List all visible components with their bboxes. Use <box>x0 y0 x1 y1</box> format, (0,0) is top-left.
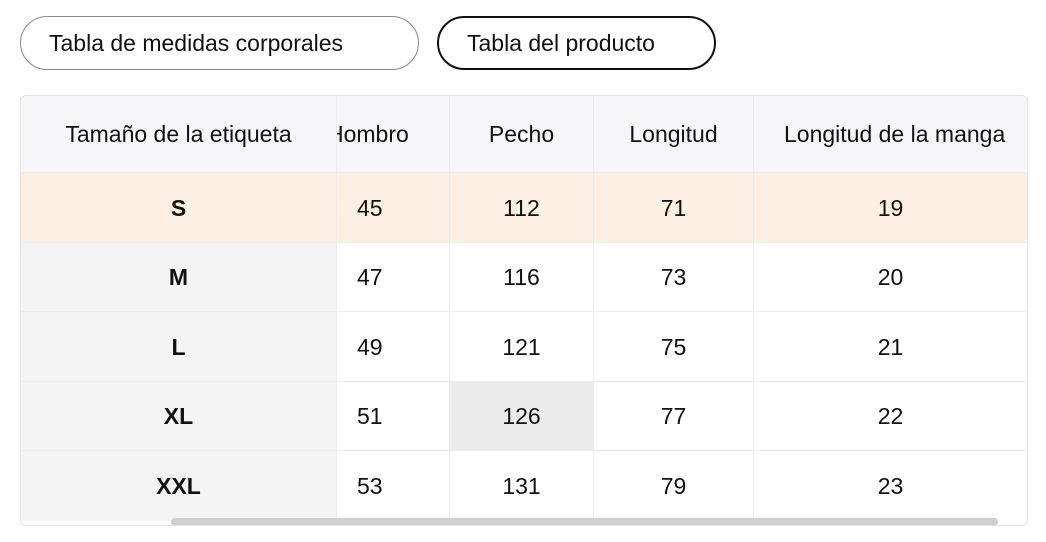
shoulder-cell: 49 <box>337 312 450 382</box>
length-cell: 73 <box>594 243 754 312</box>
length-cell: 75 <box>594 312 754 382</box>
header-chest: Pecho <box>450 96 594 172</box>
size-cell: M <box>21 243 337 312</box>
sleeve-length-cell: 22 <box>877 403 904 429</box>
chest-cell-hovered: 126 <box>450 382 594 451</box>
table-row: S 45 112 71 19 <box>21 172 1027 243</box>
length-cell: 79 <box>594 451 754 521</box>
table-row: M 47 116 73 20 <box>21 242 1027 312</box>
horizontal-scrollbar[interactable] <box>171 518 998 525</box>
chest-cell: 112 <box>450 173 594 243</box>
table-header-row: Tamaño de la etiqueta Hombro Pecho Longi… <box>21 96 1027 172</box>
table-row: XL 51 126 77 22 <box>21 381 1027 451</box>
header-length: Longitud <box>594 96 754 172</box>
chest-cell: 116 <box>450 243 594 312</box>
size-cell: L <box>21 312 337 382</box>
shoulder-cell: 45 <box>337 173 450 243</box>
shoulder-cell: 51 <box>337 382 450 451</box>
table-row: L 49 121 75 21 <box>21 311 1027 382</box>
sleeve-length-cell: 19 <box>877 194 904 221</box>
shoulder-cell: 47 <box>337 243 450 312</box>
shoulder-cell: 53 <box>337 451 450 521</box>
size-table-grid: Tamaño de la etiqueta Hombro Pecho Longi… <box>21 96 1027 525</box>
length-cell: 77 <box>594 382 754 451</box>
sleeve-length-cell: 21 <box>877 333 904 360</box>
size-cell: S <box>21 173 337 243</box>
table-row: XXL 53 131 79 23 <box>21 450 1027 521</box>
size-table: Tamaño de la etiqueta Hombro Pecho Longi… <box>20 95 1028 526</box>
body-measurements-tab[interactable]: Tabla de medidas corporales <box>20 16 419 70</box>
size-cell: XXL <box>21 451 337 521</box>
product-chart-tab[interactable]: Tabla del producto <box>437 16 716 70</box>
length-cell: 71 <box>594 173 754 243</box>
sleeve-length-cell: 20 <box>877 264 904 290</box>
chest-cell: 121 <box>450 312 594 382</box>
header-sleeve-length: Longitud de la manga <box>784 120 1006 147</box>
size-cell: XL <box>21 382 337 451</box>
header-shoulder: Hombro <box>337 96 450 172</box>
sleeve-length-cell: 23 <box>877 472 904 499</box>
header-tag-size: Tamaño de la etiqueta <box>21 96 337 172</box>
chest-cell: 131 <box>450 451 594 521</box>
chart-type-tabs: Tabla de medidas corporales Tabla del pr… <box>20 16 716 70</box>
